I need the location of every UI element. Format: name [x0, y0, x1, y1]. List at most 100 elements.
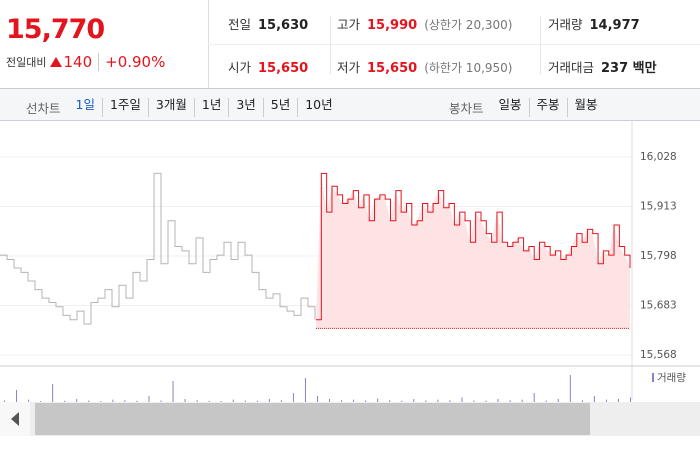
volume-bar — [220, 401, 222, 402]
volume-bar — [28, 399, 30, 402]
area — [316, 173, 630, 329]
volume-bar — [425, 400, 427, 402]
stat-value: 15,990 — [367, 18, 418, 33]
volume-bar — [172, 381, 174, 402]
volume-bar — [136, 400, 138, 402]
volume-bar — [593, 396, 595, 402]
volume-bar — [196, 400, 198, 402]
volume-bar — [52, 384, 54, 402]
volume-bar — [617, 399, 619, 402]
volume-bar — [389, 400, 391, 402]
volume-bar — [160, 400, 162, 402]
change-row: 전일대비 140 +0.90% — [6, 53, 165, 71]
tab[interactable]: 주봉 — [528, 98, 567, 117]
tab[interactable]: 5년 — [262, 98, 297, 117]
volume-bar — [148, 396, 150, 402]
tab[interactable]: 3개월 — [147, 98, 194, 117]
chart: 15,568 15,683 15,798 15,913 16,028 거래량 — [0, 120, 700, 402]
volume-bar — [581, 400, 583, 402]
stat-label: 고가 — [337, 17, 361, 32]
volume-bar — [533, 393, 535, 402]
tab-heading: 선차트 — [26, 101, 61, 116]
volume-bar — [353, 399, 355, 402]
stat-value: 237 백만 — [601, 61, 657, 76]
stat: 시가 15,650 — [228, 57, 308, 76]
volume-bar — [64, 400, 66, 402]
price-line — [0, 172, 316, 325]
tab[interactable]: 일봉 — [498, 97, 522, 112]
volume-bar — [449, 400, 451, 402]
separator — [330, 16, 331, 74]
volume-bar — [232, 399, 234, 402]
tab[interactable]: 1일 — [75, 97, 95, 112]
volume-bar — [509, 400, 511, 402]
tab[interactable]: 1주일 — [101, 98, 148, 117]
rate: +0.90% — [98, 53, 165, 71]
stat-label: 전일 — [228, 17, 252, 32]
volume-bar — [76, 399, 78, 402]
price: 15,770 — [6, 14, 105, 45]
volume-bar — [317, 396, 318, 402]
volume-bar — [569, 375, 571, 402]
volume-bar — [329, 399, 331, 402]
volume-bar — [100, 401, 102, 402]
volume-bar — [268, 399, 270, 402]
stat: 거래대금 237 백만 — [548, 57, 657, 76]
price-line — [316, 172, 631, 321]
volume-bar — [521, 399, 523, 402]
volume-bar — [208, 400, 210, 402]
tab[interactable]: 10년 — [297, 98, 339, 117]
stat-value: 15,650 — [258, 61, 309, 76]
volume-bar — [545, 400, 547, 402]
separator — [540, 16, 541, 74]
volume-bar — [112, 399, 114, 402]
legend-label: 거래량 — [657, 372, 686, 384]
volume-bar — [485, 400, 487, 402]
stat-label: 거래대금 — [548, 60, 595, 75]
stat: 고가 15,990 (상한가 20,300) — [337, 14, 512, 33]
change-label: 전일대비 — [6, 56, 47, 69]
price-box: 15,770 전일대비 140 +0.90% — [0, 0, 209, 88]
y-tick-label: 15,568 — [640, 349, 677, 361]
stat: 거래량 14,977 — [548, 14, 640, 33]
tab[interactable]: 3년 — [228, 98, 262, 117]
volume-bar — [304, 378, 306, 402]
scroll-thumb[interactable] — [35, 403, 590, 435]
tab[interactable]: 월봉 — [566, 98, 605, 117]
change: 140 — [63, 53, 93, 71]
stat-value: 14,977 — [589, 18, 640, 33]
scrollbar[interactable] — [0, 402, 700, 436]
divider — [208, 44, 700, 45]
stat-label: 거래량 — [548, 17, 583, 32]
volume-bar — [473, 400, 475, 402]
volume-bar — [292, 393, 294, 402]
scroll-left[interactable] — [0, 402, 30, 436]
tab[interactable]: 1년 — [193, 98, 228, 117]
stat-note: (상한가 20,300) — [424, 18, 513, 32]
volume-bar — [461, 397, 463, 402]
volume-bar — [413, 399, 415, 402]
y-tick-label: 15,913 — [640, 201, 677, 213]
volume-bar — [4, 400, 5, 402]
stat-label: 저가 — [337, 60, 361, 75]
y-tick-label: 15,798 — [640, 250, 677, 262]
legend-swatch — [652, 373, 654, 382]
tab-heading: 봉차트 — [449, 101, 484, 116]
volume-bar — [497, 399, 499, 402]
tab-bar: 선차트 1일 1주일 3개월 1년 3년 5년 10년 봉차트 일봉 주봉 월봉 — [0, 88, 700, 121]
volume-bar — [377, 398, 379, 402]
volume-bar — [88, 400, 90, 402]
volume-bar — [16, 390, 18, 402]
volume-bar — [401, 400, 403, 402]
volume-bar — [605, 399, 607, 402]
stat-value: 15,650 — [367, 61, 418, 76]
volume-bar — [365, 400, 367, 402]
up-arrow — [50, 57, 63, 67]
volume-bar — [557, 399, 559, 402]
volume-bar — [40, 401, 42, 402]
stat: 전일 15,630 — [228, 14, 308, 33]
volume-bar — [124, 400, 126, 402]
volume-bar — [184, 399, 186, 402]
volume-bar — [244, 400, 246, 402]
